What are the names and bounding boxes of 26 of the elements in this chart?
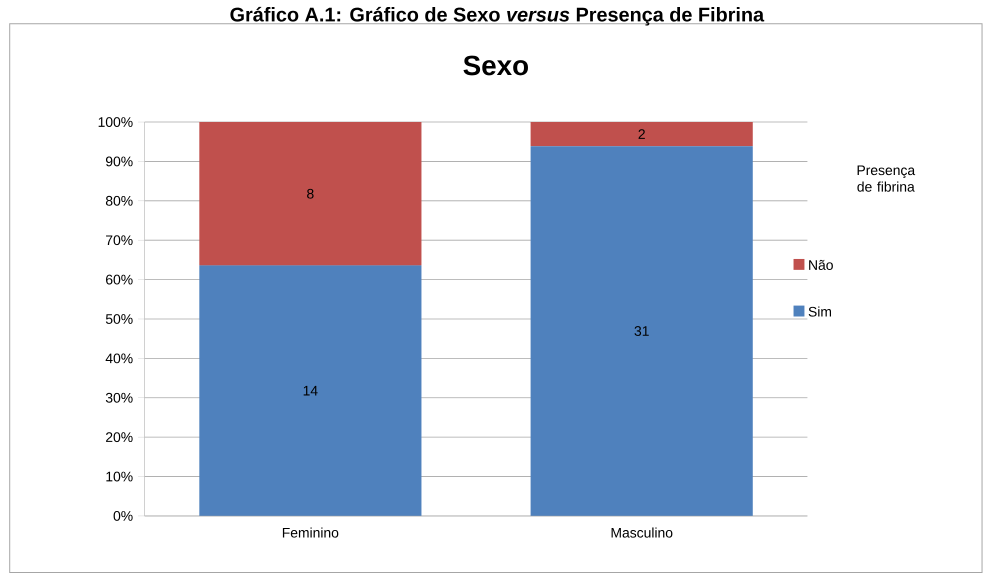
bar (530, 122, 753, 146)
chart-subtitle: Sexo (463, 55, 528, 76)
y-tick-label: 100% (98, 116, 133, 127)
legend-label: Sim (808, 306, 832, 316)
y-tick-label: 20% (106, 432, 133, 442)
bar (199, 265, 422, 516)
y-tick-label: 40% (106, 353, 133, 364)
annotation: 14 (304, 386, 318, 396)
y-tick-label: 60% (106, 274, 133, 284)
y-tick-label: 50% (106, 314, 133, 324)
y-tick-label: 0% (114, 510, 133, 521)
y-tick-label: 80% (106, 196, 133, 206)
y-tick-label: 30% (106, 392, 133, 402)
x-tick-label: Masculino (612, 527, 672, 538)
y-tick-label: 70% (106, 235, 133, 245)
x-tick-label: Feminino (282, 527, 338, 538)
bar (199, 122, 422, 266)
chart-title: Gráfico A.1: Gráfico de Sexo versus Presença de Fibrina (230, 6, 764, 26)
annotation: 8 (307, 188, 314, 198)
bar (530, 146, 753, 516)
annotation: 31 (634, 326, 649, 336)
y-tick-label: 90% (106, 156, 133, 166)
annotation: 2 (638, 128, 645, 139)
y-tick-label: 10% (106, 471, 133, 482)
legend-title: Presença de fibrina (857, 165, 916, 192)
legend-label: Não (809, 260, 833, 270)
